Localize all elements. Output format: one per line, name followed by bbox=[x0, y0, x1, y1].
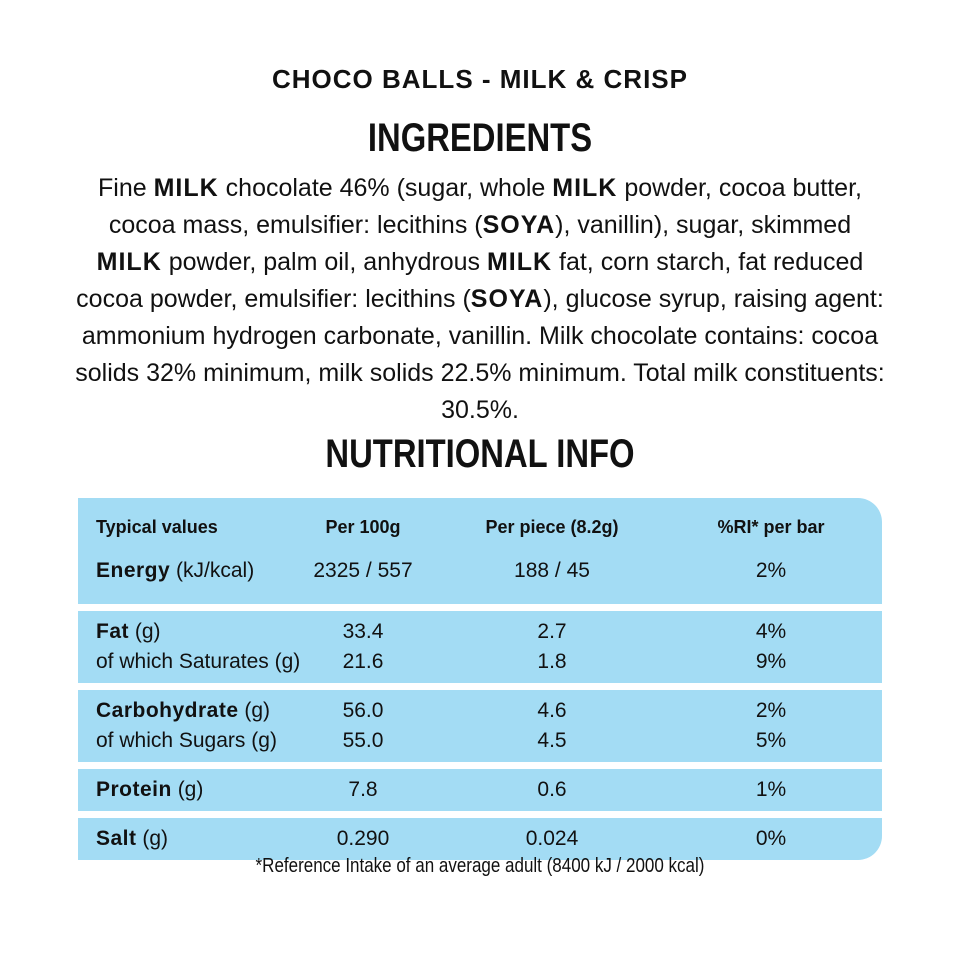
nutrient-name: Protein bbox=[96, 778, 172, 801]
ingredients-title: INGREDIENTS bbox=[367, 116, 593, 160]
nutrient-value: 4.6 bbox=[537, 699, 567, 722]
row-group: Protein (g) 7.8 0.6 1% bbox=[78, 769, 882, 811]
allergen: MILK bbox=[486, 248, 553, 276]
nutrient-value: 2.7 bbox=[537, 620, 567, 643]
nutrient-label: of which Sugars (g) bbox=[96, 726, 277, 756]
ingredient-text: powder, cocoa butter, cocoa mass, emulsi… bbox=[108, 174, 862, 239]
column-header: %RI* per bar bbox=[717, 517, 825, 537]
nutrient-row: Energy (kJ/kcal) 2325 / 557 188 / 45 2% bbox=[78, 556, 882, 586]
nutrient-value: 0.024 bbox=[525, 827, 579, 850]
nutrient-name: Energy bbox=[96, 559, 171, 582]
nutrient-unit: (g) bbox=[177, 778, 204, 801]
allergen: MILK bbox=[96, 248, 162, 276]
nutrient-value: 5% bbox=[755, 729, 787, 752]
allergen: SOYA bbox=[470, 285, 544, 313]
ingredients-text: Fine MILK chocolate 46% (sugar, whole MI… bbox=[75, 170, 885, 429]
nutrition-title: NUTRITIONAL INFO bbox=[325, 432, 635, 476]
nutrient-value: 0.290 bbox=[336, 827, 390, 850]
nutrient-label: Fat (g) bbox=[96, 617, 161, 647]
footnote: *Reference Intake of an average adult (8… bbox=[255, 855, 705, 877]
nutrient-name: Salt bbox=[96, 827, 137, 850]
nutrient-label: Carbohydrate (g) bbox=[96, 696, 270, 726]
ingredient-text: fat, corn starch, fat reduced cocoa powd… bbox=[76, 248, 864, 313]
nutrition-table: Typical values Per 100g Per piece (8.2g) %R… bbox=[78, 498, 882, 860]
nutrient-unit: (kJ/kcal) bbox=[176, 559, 255, 582]
nutrient-row: Protein (g) 7.8 0.6 1% bbox=[78, 775, 882, 805]
nutrient-value: 56.0 bbox=[342, 699, 384, 722]
nutrient-value: 2% bbox=[755, 559, 787, 582]
nutrient-value: 4% bbox=[755, 620, 787, 643]
ingredient-text: ), glucose syrup, raising agent: ammoniu… bbox=[75, 285, 885, 424]
nutrient-value: 33.4 bbox=[342, 620, 384, 643]
nutrient-value: 1% bbox=[755, 778, 787, 801]
nutrient-label: Salt (g) bbox=[96, 824, 168, 854]
nutrient-value: 9% bbox=[755, 650, 787, 673]
row-group: Fat (g) 33.4 2.7 4% of which Saturates (g) 21… bbox=[78, 611, 882, 683]
nutrient-row: Carbohydrate (g) 56.0 4.6 2% bbox=[78, 696, 882, 726]
allergen: MILK bbox=[153, 174, 219, 202]
nutrient-unit: (g) bbox=[274, 650, 301, 673]
nutrient-value: 0.6 bbox=[537, 778, 567, 801]
product-title: CHOCO BALLS - MILK & CRISP bbox=[272, 64, 688, 94]
nutrient-value: 2325 / 557 bbox=[313, 559, 413, 582]
row-group: Typical values Per 100g Per piece (8.2g) %R… bbox=[78, 498, 882, 604]
nutrient-name: Fat bbox=[96, 620, 129, 643]
nutrient-row: of which Saturates (g) 21.6 1.8 9% bbox=[78, 647, 882, 677]
column-header: Per 100g bbox=[325, 517, 401, 537]
nutrient-row: Fat (g) 33.4 2.7 4% bbox=[78, 617, 882, 647]
row-group: Salt (g) 0.290 0.024 0% bbox=[78, 818, 882, 860]
nutrient-unit: (g) bbox=[134, 620, 161, 643]
nutrient-row: of which Sugars (g) 55.0 4.5 5% bbox=[78, 726, 882, 756]
ingredient-text: ), vanillin), sugar, skimmed bbox=[555, 211, 852, 239]
nutrient-unit: (g) bbox=[244, 699, 271, 722]
nutrient-name: of which Saturates bbox=[96, 650, 269, 673]
nutrient-value: 2% bbox=[755, 699, 787, 722]
nutrient-unit: (g) bbox=[142, 827, 169, 850]
column-header: Per piece (8.2g) bbox=[485, 517, 619, 537]
allergen: MILK bbox=[552, 174, 618, 202]
ingredient-text: chocolate 46% (sugar, whole bbox=[218, 174, 553, 202]
nutrient-row: Salt (g) 0.290 0.024 0% bbox=[78, 824, 882, 854]
nutrient-label: of which Saturates (g) bbox=[96, 647, 300, 677]
nutrient-value: 1.8 bbox=[537, 650, 567, 673]
allergen: SOYA bbox=[482, 211, 556, 239]
nutrient-value: 4.5 bbox=[537, 729, 567, 752]
nutrient-label: Protein (g) bbox=[96, 775, 203, 805]
nutrient-name: of which Sugars bbox=[96, 729, 246, 752]
header-row: Typical values Per 100g Per piece (8.2g) %R… bbox=[78, 512, 882, 542]
nutrient-value: 7.8 bbox=[348, 778, 378, 801]
nutrient-value: 0% bbox=[755, 827, 787, 850]
ingredient-text: Fine bbox=[98, 174, 154, 202]
nutrient-value: 188 / 45 bbox=[514, 559, 590, 582]
nutrient-unit: (g) bbox=[251, 729, 277, 752]
nutrient-label: Energy (kJ/kcal) bbox=[96, 556, 254, 586]
nutrient-name: Carbohydrate bbox=[96, 699, 239, 722]
column-header: Typical values bbox=[96, 517, 218, 537]
row-group: Carbohydrate (g) 56.0 4.6 2% of which Sugars… bbox=[78, 690, 882, 762]
nutrient-value: 55.0 bbox=[342, 729, 384, 752]
ingredient-text: powder, palm oil, anhydrous bbox=[161, 248, 487, 276]
nutrient-value: 21.6 bbox=[342, 650, 384, 673]
